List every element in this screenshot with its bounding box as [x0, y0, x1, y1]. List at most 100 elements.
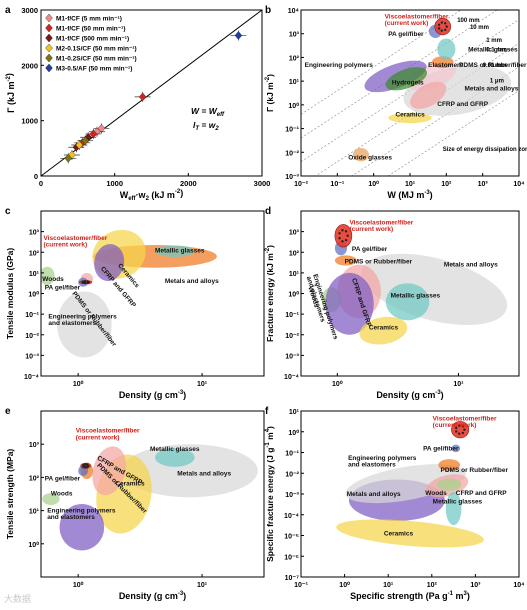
axis-label-part: 3 [464, 591, 468, 597]
panel-letter: b [265, 5, 271, 16]
y-tick-label: 10⁻⁴ [24, 374, 39, 381]
label-line: Metallic glasses [468, 47, 518, 54]
y-axis-label: Tensile modulus (GPa) [5, 248, 15, 340]
x-tick-label: 10¹ [405, 181, 416, 188]
data-point [346, 234, 349, 237]
label-line: 10¹ [197, 582, 208, 589]
x-tick-label: 10² [441, 181, 452, 188]
y-tick-label: 10⁻³ [25, 353, 39, 360]
data-point [461, 425, 465, 428]
material-region [154, 245, 195, 257]
watermark: 大数据 [4, 595, 32, 605]
y-tick-label: 10⁻² [285, 471, 299, 478]
label-line: 10² [289, 55, 300, 62]
material-label: Ceramics [369, 325, 399, 332]
y-tick-label: 10³ [29, 230, 40, 237]
label-line: 1000 [21, 117, 38, 126]
label-line: Ceramics [115, 481, 145, 488]
material-label: Viscoelastomer/fiber (current work) [433, 415, 497, 429]
data-point [75, 140, 84, 150]
y-tick-label: 10² [29, 475, 40, 482]
material-label: Metals and alloys [165, 278, 219, 285]
y-tick-label: 10³ [289, 32, 300, 39]
label-line: Viscoelastomer/fiber [433, 415, 497, 422]
guideline-label: 1 mm [486, 38, 502, 44]
label-line: PA gel/fiber [423, 445, 459, 452]
material-label: PDMS or Rubber/fiber [345, 259, 413, 266]
label-line: M1-f/CF (50 mm min⁻¹) [56, 26, 126, 33]
material-region [385, 283, 430, 321]
y-tick-label: 10¹ [289, 271, 300, 278]
label-line: (current work) [385, 20, 429, 27]
x-axis-label: Specific strength (Pa g-1 m3) [350, 591, 470, 601]
material-label: Hydrogels [392, 80, 424, 87]
material-region [154, 448, 195, 467]
guideline-label: 0.1 mm [486, 48, 507, 54]
x-tick-label: 10⁴ [513, 582, 525, 589]
y-tick-label: 2000 [21, 61, 38, 70]
material-label: Engineering polymers [305, 62, 374, 69]
x-axis-label: Weff·w2 (kJ m-2) [120, 188, 184, 202]
label-line: 10⁻³ [25, 353, 39, 360]
legend-entry: M1-f/CF (50 mm min⁻¹) [56, 26, 126, 33]
material-region [445, 491, 462, 526]
axis-label-part: ) [183, 390, 186, 400]
label-line: PA gel/fiber [45, 476, 81, 483]
data-point [443, 22, 447, 25]
panel-c: Viscoelastomer/fiber (current work)Cerami… [5, 206, 265, 400]
label-line: 2000 [180, 179, 197, 188]
material-label: PA gel/fiber [45, 284, 81, 291]
material-region [345, 464, 466, 504]
label-line: Ceramics [384, 531, 414, 538]
label-line: 10¹ [289, 79, 300, 86]
x-tick-label: 10⁰ [73, 581, 84, 589]
legend-marker [45, 53, 53, 63]
axis-label-part: ) [265, 74, 275, 77]
data-point [89, 129, 98, 139]
label-line: 10⁻² [285, 333, 299, 340]
legend-marker [45, 33, 53, 43]
y-tick-label: 10⁻¹ [25, 312, 39, 319]
label-line: Metallic glasses [433, 498, 483, 505]
axis-label-part: ) [441, 390, 444, 400]
label-line: 10⁻³ [285, 492, 299, 499]
label-line: 10⁻⁴ [284, 513, 299, 520]
data-point [463, 428, 466, 431]
label-line: 10⁻³ [285, 174, 299, 181]
axis-label-part: Γ (kJ m [265, 82, 275, 112]
label-line: e [5, 406, 11, 417]
label-line: 100 mm [457, 18, 479, 24]
plot-area [41, 229, 217, 358]
label-line: CFRP and GFRP [456, 490, 507, 497]
material-label: Viscoelastomer/fiber (current work) [349, 219, 413, 233]
y-tick-label: 0 [34, 172, 38, 181]
label-line: 10⁻³ [285, 353, 299, 360]
label-line: PDMS or Rubber/fiber [345, 259, 413, 266]
y-tick-label: 10³ [29, 442, 40, 449]
material-region [92, 446, 126, 496]
y-tick-label: 10² [29, 250, 40, 257]
label-line: Woods [51, 491, 73, 498]
y-tick-label: 10¹ [289, 79, 300, 86]
label-line: 10² [427, 582, 438, 589]
label-line: PA gel/fiber [388, 31, 424, 38]
material-region [385, 67, 428, 91]
plot-area [301, 10, 519, 176]
label-line: PA gel/fiber [352, 246, 388, 253]
label-line: 10⁻² [285, 150, 299, 157]
label-line: 10⁻² [294, 181, 308, 188]
label-line: Engineering polymers [48, 313, 117, 320]
label-line: Ceramics [369, 325, 399, 332]
label-line: 10³ [29, 442, 40, 449]
y-axis-label: Specific fracture energy (J g-1 m4) [265, 426, 275, 562]
label-line: 10¹ [453, 381, 464, 388]
axis-label-part: Density (g cm [119, 591, 178, 601]
panel-a: a 0 1000 2000 3000 0 1000 2000 3000 M1-f/CF (5 mm… [4, 5, 270, 202]
axis-label-part: -3 [178, 390, 184, 396]
label-line: 10⁻¹ [285, 312, 299, 319]
label-line: (current work) [76, 434, 120, 441]
axis-label-part: -2 [6, 75, 12, 81]
label-line: Woods [425, 490, 447, 497]
eq-part: = w [199, 120, 217, 130]
label-line: 10⁴ [513, 181, 525, 188]
